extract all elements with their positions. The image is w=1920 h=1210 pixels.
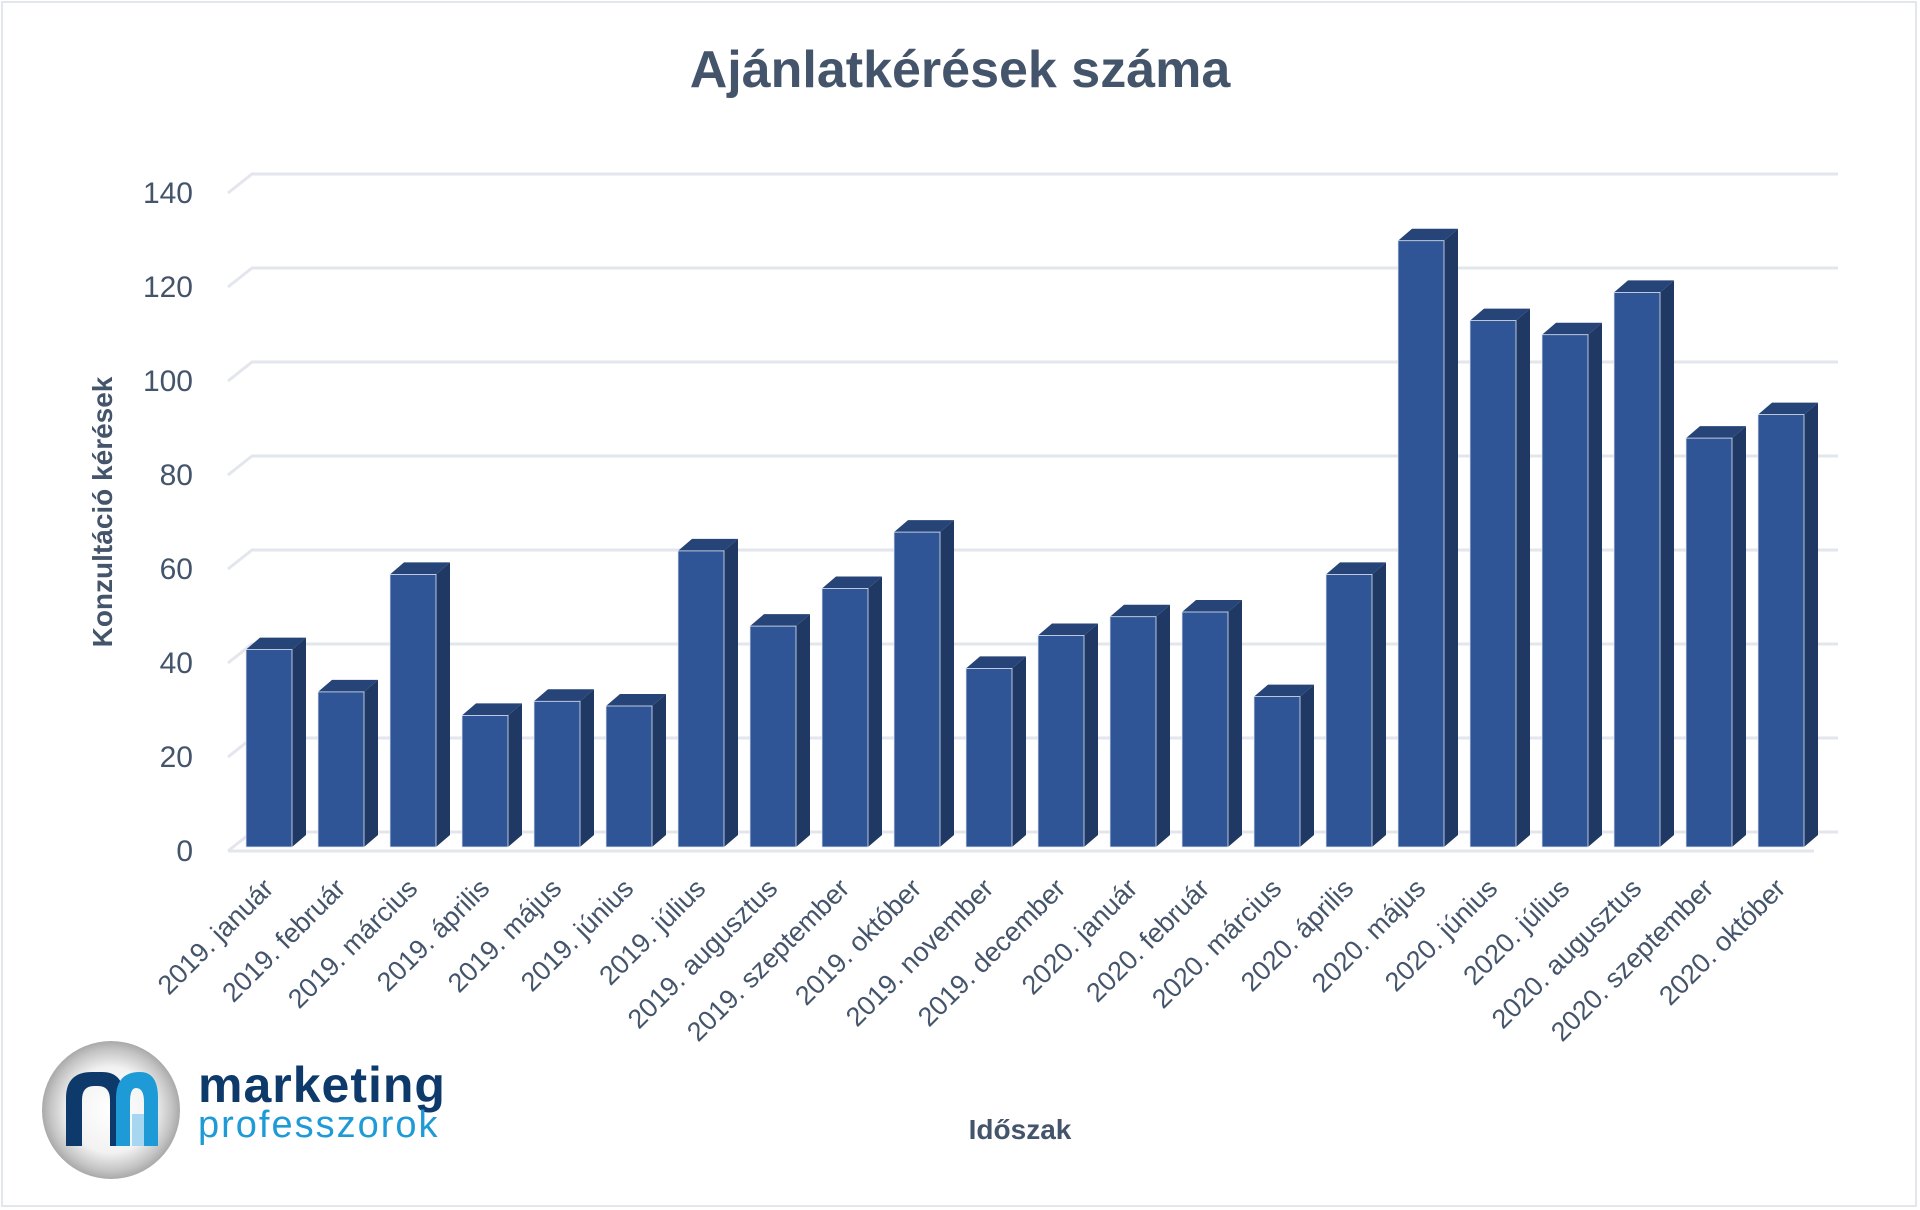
bar <box>677 538 738 848</box>
gridline <box>227 642 1838 665</box>
logo-text-marketing: marketing <box>198 1057 446 1113</box>
bar <box>1469 308 1530 848</box>
logo-text-professzorok: professzorok <box>198 1104 440 1146</box>
bar <box>1397 228 1458 848</box>
y-tick-label: 40 <box>159 647 193 680</box>
bar <box>1325 562 1386 848</box>
bar <box>893 520 954 848</box>
bar <box>389 562 450 848</box>
bar <box>821 576 882 848</box>
bar <box>605 694 666 848</box>
y-tick-label: 140 <box>142 177 193 210</box>
bar <box>533 689 594 848</box>
bar <box>1613 280 1674 848</box>
bar <box>1037 623 1098 848</box>
y-tick-label: 80 <box>159 459 193 492</box>
gridline <box>227 454 1838 477</box>
gridline <box>227 548 1838 571</box>
bar <box>461 703 522 848</box>
y-tick-label: 60 <box>159 553 193 586</box>
bar-series <box>245 228 1818 848</box>
bar <box>965 656 1026 848</box>
bar <box>1541 322 1602 848</box>
y-tick-label: 0 <box>176 835 193 868</box>
bar <box>317 679 378 848</box>
bar <box>245 637 306 848</box>
gridline <box>227 172 1838 195</box>
y-tick-label: 20 <box>159 741 193 774</box>
bar <box>1253 684 1314 848</box>
gridline <box>227 360 1838 383</box>
bar <box>749 614 810 848</box>
logo-m-icon <box>42 1041 180 1179</box>
x-axis-label: Időszak <box>968 1114 1072 1145</box>
chart-title: Ajánlatkérések száma <box>689 41 1231 99</box>
bar <box>1757 402 1818 848</box>
y-tick-label: 120 <box>142 271 193 304</box>
bar <box>1109 604 1170 848</box>
bar <box>1685 426 1746 848</box>
bar <box>1181 600 1242 848</box>
gridline <box>227 266 1838 289</box>
y-tick-label: 100 <box>142 365 193 398</box>
